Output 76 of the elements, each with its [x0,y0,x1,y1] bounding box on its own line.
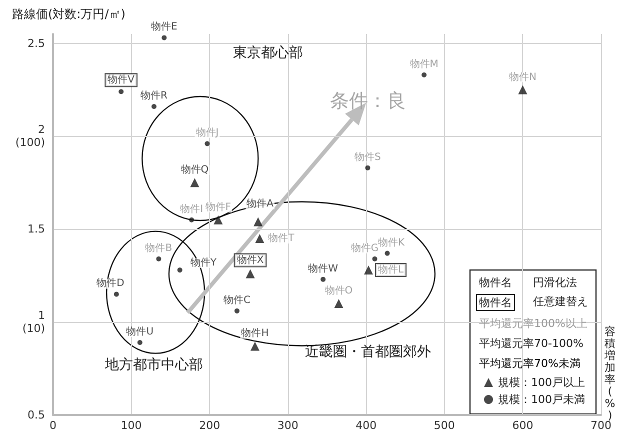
annotation: 条件：良 [330,89,406,114]
point [162,35,167,40]
data-label: 物件W [308,263,338,274]
point [255,234,264,243]
data-label: 物件E [151,22,178,33]
data-label: 物件Y [190,258,218,269]
annotation: 平均還元率70-100% [479,336,584,351]
x-tick-label: 200 [199,419,220,432]
point [114,292,119,297]
point [254,217,263,226]
point [518,85,528,94]
x-tick-label: 400 [356,419,377,432]
point [246,269,255,278]
annotation: 近畿圏・首都圏郊外 [305,343,431,361]
data-label: 物件V [108,74,135,86]
point [204,141,210,146]
point [234,308,240,314]
data-label: 物件S [354,152,381,163]
annotation: 円滑化法 [533,275,577,290]
point [334,298,344,308]
data-label: 物件O [324,285,353,296]
legend-label: 規模：100戸以上 [498,376,586,389]
y-tick-label: 0.5 [28,408,45,422]
data-label: 物件C [223,294,250,306]
point [156,256,162,262]
point [137,340,142,346]
point [151,104,156,109]
data-label: 物件B [145,242,172,254]
data-label: 物件I [180,204,204,215]
annotation: 任意建替え [533,294,588,309]
data-label: 物件R [140,90,168,102]
data-label: 物件K [378,237,405,248]
point [118,89,124,94]
annotation: 地方都市中心部 [105,356,203,374]
data-label: 物件Q [180,164,209,176]
data-label: 物件G [350,242,379,254]
x-tick-label: 600 [512,419,534,432]
data-label: 物件M [410,58,438,70]
point [190,178,200,188]
y-tick-label: 2.5 [28,36,45,50]
point [189,217,194,222]
data-label: 物件X [236,254,264,266]
annotation: 平均還元率70%未満 [479,356,580,371]
legend-label: 規模：100戸未満 [498,393,586,406]
x-tick-label: 700 [590,419,612,432]
data-label: 物件A [246,198,274,210]
x-tick-label: 100 [120,419,142,432]
data-label: 物件T [268,232,296,244]
annotation: 平均還元率100%以上 [479,316,588,331]
data-label: 物件U [126,326,154,338]
point [320,276,326,282]
x-tick-label: 0 [50,419,56,432]
y-tick-label: 1 (10) [22,309,45,336]
point [365,165,370,170]
x-tick-label: 500 [434,419,455,432]
point [214,215,223,224]
point [422,72,427,78]
point [372,256,378,262]
data-label: 物件N [508,72,536,83]
x-axis-title: 容積増加率(%) [604,325,616,422]
data-label: 物件L [378,264,404,276]
point [250,342,260,351]
data-label: 物件F [205,202,232,213]
point [384,250,390,256]
annotation: 物件名 [476,294,515,311]
y-tick-label: 2 (100) [15,123,45,150]
annotation: 物件名 [479,275,512,290]
annotation: 東京都心部 [233,44,303,62]
y-tick-label: 1.5 [28,222,45,236]
x-tick-label: 300 [277,419,298,432]
point [364,266,373,275]
data-label: 物件J [196,128,219,139]
data-label: 物件D [96,278,125,290]
data-label: 物件H [241,328,269,340]
y-axis-title: 路線価(対数:万円/㎡) [12,6,126,23]
point [177,268,182,273]
